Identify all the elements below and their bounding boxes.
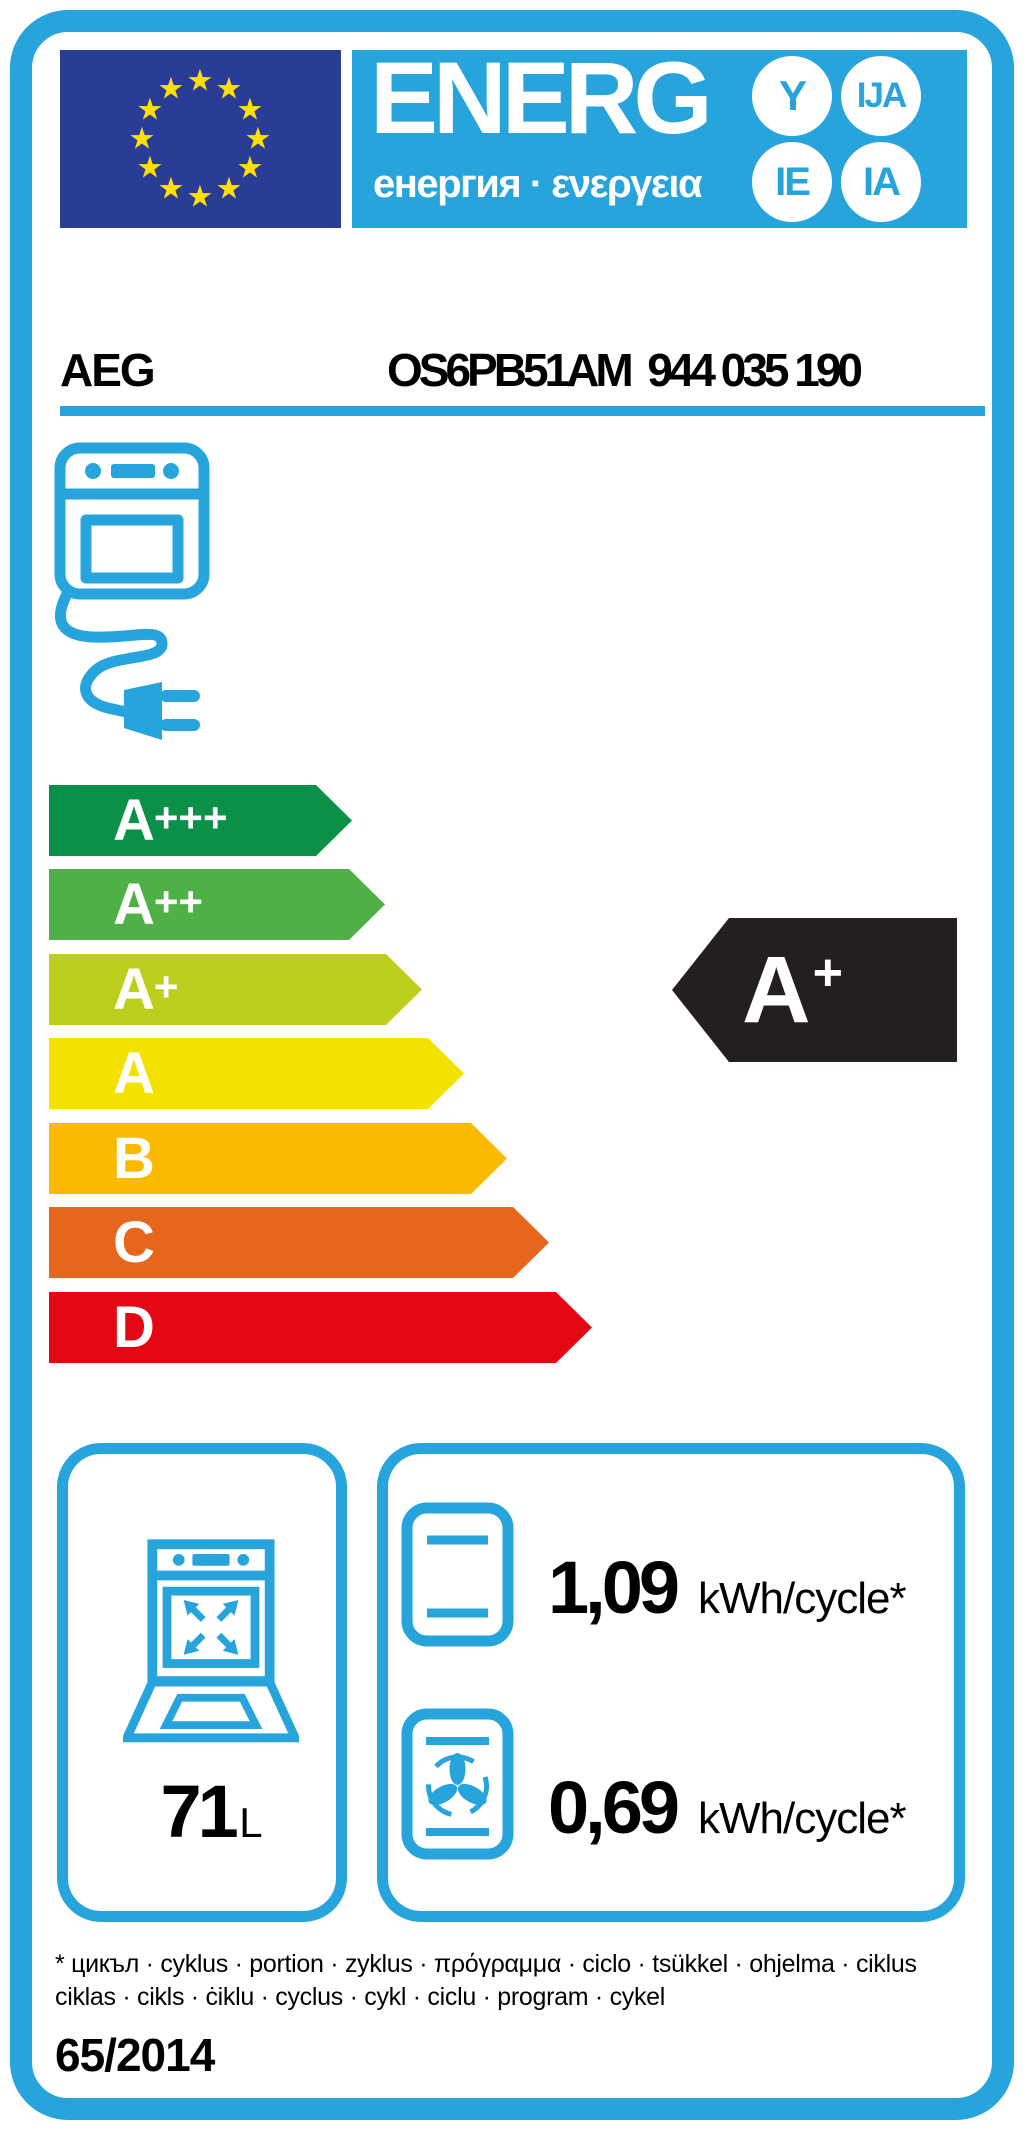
class-plus: +++ (153, 794, 228, 841)
svg-text:★: ★ (137, 151, 164, 186)
fan-value-row: 0,69 kWh/cycle* (548, 1766, 907, 1849)
volume-unit-text: L (239, 1799, 262, 1846)
svg-text:★: ★ (187, 64, 214, 99)
class-plus: + (153, 963, 179, 1010)
fan-forced-heating-icon (401, 1708, 514, 1860)
class-arrow-a: A (49, 1038, 464, 1109)
label-border (10, 10, 1014, 2120)
conventional-heating-icon (401, 1502, 514, 1647)
svg-text:★: ★ (245, 122, 272, 157)
energy-suffix-ie: IE (752, 142, 832, 222)
energy-logo-subtitle: енергия · ενεργεια (373, 162, 703, 206)
svg-text:★: ★ (158, 172, 185, 207)
svg-text:★: ★ (129, 122, 156, 157)
current-rating-plus: + (812, 944, 843, 1002)
conventional-value-row: 1,09 kWh/cycle* (548, 1546, 907, 1629)
svg-text:★: ★ (237, 93, 264, 128)
current-rating-grade: A (742, 937, 811, 1043)
volume-value: 71 (160, 1770, 238, 1853)
class-grade: B (113, 1126, 154, 1191)
brand-name: AEG (60, 344, 156, 396)
svg-text:★: ★ (216, 172, 243, 207)
regulation-number: 65/2014 (55, 2029, 215, 2081)
svg-text:★: ★ (158, 72, 185, 107)
class-grade: C (113, 1210, 154, 1275)
fan-unit: kWh/cycle* (698, 1794, 907, 1843)
class-grade: A (113, 788, 154, 853)
class-grade: A (113, 957, 154, 1022)
volume-value-row: 71 L (68, 1775, 336, 1849)
current-rating-arrow: A+ (672, 918, 957, 1062)
svg-text:★: ★ (187, 180, 214, 215)
class-arrow-d: D (49, 1292, 592, 1363)
class-plus: ++ (153, 878, 203, 925)
svg-text:★: ★ (237, 151, 264, 186)
electric-oven-plug-icon (54, 442, 210, 740)
cycle-footnote-line1: * цикъл · cyklus · portion · zyklus · πρ… (55, 1950, 917, 1978)
divider-rule (60, 406, 985, 416)
svg-text:★: ★ (137, 93, 164, 128)
fan-value: 0,69 (548, 1766, 680, 1849)
oven-volume-icon (123, 1539, 299, 1743)
conventional-unit: kWh/cycle* (698, 1574, 907, 1623)
energy-logo-word: ENERG (370, 41, 713, 155)
energy-class-scale: A+++ A++ A+ A B C D A+ (49, 785, 979, 1355)
class-grade: A (113, 872, 154, 937)
energy-suffix-ia: IA (841, 142, 921, 222)
energy-suffix-y: Y (752, 56, 832, 136)
svg-text:★: ★ (216, 72, 243, 107)
class-arrow-a-plus3: A+++ (49, 785, 352, 856)
eu-flag: ★ ★ ★ ★ ★ ★ ★ ★ ★ ★ ★ ★ (60, 50, 341, 228)
volume-box: 71 L (57, 1443, 347, 1922)
eu-stars-icon: ★ ★ ★★ ★★ ★★ ★★ ★★ (129, 64, 272, 215)
class-arrow-b: B (49, 1123, 507, 1194)
class-arrow-c: C (49, 1207, 549, 1278)
model-number: OS6PB51AM 944 035 190 (387, 344, 863, 396)
cycle-footnote-line2: ciklas · cikls · ċiklu · cyclus · cykl ·… (55, 1983, 666, 2011)
volume-unit: L (239, 1799, 262, 1846)
energy-suffix-ija: IJA (841, 56, 921, 136)
energy-logo-panel: ENERG енергия · ενεργεια Y IJA IE IA (352, 42, 967, 228)
energy-consumption-box: 1,09 kWh/cycle* 0,69 kWh/cycle* (377, 1443, 965, 1922)
class-grade: D (113, 1295, 154, 1360)
class-grade: A (113, 1041, 154, 1106)
conventional-value: 1,09 (548, 1546, 680, 1629)
class-arrow-a-plus2: A++ (49, 869, 385, 940)
class-arrow-a-plus1: A+ (49, 954, 422, 1025)
